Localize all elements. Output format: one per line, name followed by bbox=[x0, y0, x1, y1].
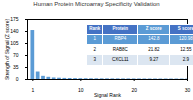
html-text:RBP4: RBP4 bbox=[114, 36, 127, 42]
svg-text:20: 20 bbox=[131, 87, 137, 93]
html-text:21.82: 21.82 bbox=[148, 46, 160, 52]
svg-text:105: 105 bbox=[10, 40, 19, 46]
svg-text:Signal Rank: Signal Rank bbox=[94, 92, 121, 98]
svg-text:30: 30 bbox=[185, 87, 191, 93]
svg-text:35: 35 bbox=[13, 64, 19, 70]
svg-text:70: 70 bbox=[13, 52, 19, 58]
html-text:RAB8C: RAB8C bbox=[112, 46, 128, 52]
html-text:1: 1 bbox=[93, 36, 96, 42]
svg-text:175: 175 bbox=[10, 16, 19, 22]
html-text:Human Protein Microarray Speci: Human Protein Microarray Specificity Val… bbox=[33, 1, 160, 7]
html-text:120.98: 120.98 bbox=[179, 36, 193, 42]
html-text:S score: S score bbox=[177, 26, 193, 32]
html-text:9.27: 9.27 bbox=[149, 56, 159, 62]
html-text:2.9: 2.9 bbox=[182, 56, 189, 62]
html-text:CXCL11: CXCL11 bbox=[111, 56, 129, 62]
svg-text:0: 0 bbox=[16, 76, 19, 82]
html-text:12.55: 12.55 bbox=[180, 46, 192, 52]
html-text:2: 2 bbox=[93, 46, 96, 52]
svg-text:10: 10 bbox=[78, 87, 84, 93]
html-text:Rank: Rank bbox=[89, 26, 101, 32]
svg-text:1: 1 bbox=[31, 87, 34, 93]
html-text:Protein: Protein bbox=[112, 26, 128, 32]
svg-text:Strength of Signal (Z score): Strength of Signal (Z score) bbox=[4, 19, 10, 80]
html-text:3: 3 bbox=[93, 56, 96, 62]
html-text:142.8: 142.8 bbox=[148, 36, 160, 42]
svg-text:140: 140 bbox=[10, 28, 19, 34]
html-text:Z score: Z score bbox=[145, 26, 162, 32]
